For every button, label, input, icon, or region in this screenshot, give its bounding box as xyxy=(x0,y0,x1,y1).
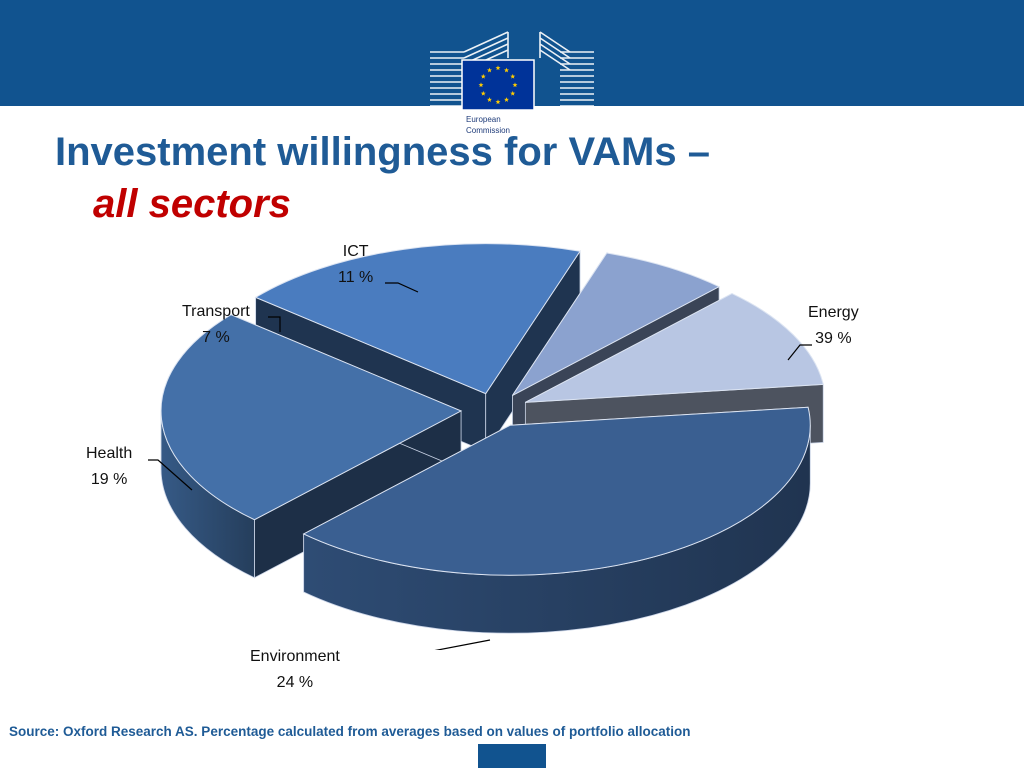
footer-tab xyxy=(478,744,546,768)
slice-label-health: Health 19 % xyxy=(86,441,132,493)
logo-text-box xyxy=(462,110,534,140)
leader-line-environment xyxy=(434,639,491,650)
european-commission-logo: European Commission xyxy=(430,31,594,140)
slide-subtitle: all sectors xyxy=(93,182,291,226)
pie-slice-transport xyxy=(512,252,721,396)
pie-chart xyxy=(148,243,824,650)
slice-name-transport: Transport xyxy=(182,303,250,320)
leader-line-transport xyxy=(268,316,281,332)
eu-star xyxy=(487,97,492,102)
slice-value-environment: 24 % xyxy=(276,674,314,691)
logo-line2: Commission xyxy=(466,126,510,135)
slice-name-ict: ICT xyxy=(342,243,369,260)
logo-line1: European xyxy=(466,115,501,124)
eu-stars-icon xyxy=(478,65,518,105)
leader-line-energy xyxy=(787,344,812,361)
eu-star xyxy=(480,73,486,79)
eu-star xyxy=(478,82,484,88)
slice-name-health: Health xyxy=(86,445,133,462)
slice-label-energy: Energy 39 % xyxy=(808,300,859,352)
slice-label-environment: Environment 24 % xyxy=(250,644,340,696)
eu-star xyxy=(504,67,509,73)
slice-value-energy: 39 % xyxy=(815,330,852,347)
slide-title: Investment willingness for VAMs – xyxy=(55,130,710,174)
eu-star xyxy=(510,90,516,96)
eu-star xyxy=(495,99,501,105)
eu-star xyxy=(510,73,516,79)
eu-star xyxy=(487,67,492,73)
slice-name-environment: Environment xyxy=(250,648,340,665)
eu-star xyxy=(504,97,509,102)
pie-slice-ict xyxy=(525,293,824,403)
eu-star xyxy=(495,65,501,71)
source-note: Source: Oxford Research AS. Percentage c… xyxy=(9,724,691,739)
eu-star xyxy=(512,82,518,88)
leader-line-ict xyxy=(385,282,419,293)
pie-slice-energy xyxy=(302,406,811,576)
slice-value-health: 19 % xyxy=(90,471,128,488)
eu-star xyxy=(480,90,486,96)
slice-label-transport: Transport 7 % xyxy=(182,299,250,351)
pie-slice-environment xyxy=(160,314,463,521)
slice-value-transport: 7 % xyxy=(202,329,230,346)
slice-value-ict: 11 % xyxy=(338,269,374,286)
leader-line-health xyxy=(148,459,193,491)
slice-label-ict: ICT 11 % xyxy=(338,239,373,291)
slice-name-energy: Energy xyxy=(808,304,859,321)
pie-slice-health xyxy=(254,243,581,395)
